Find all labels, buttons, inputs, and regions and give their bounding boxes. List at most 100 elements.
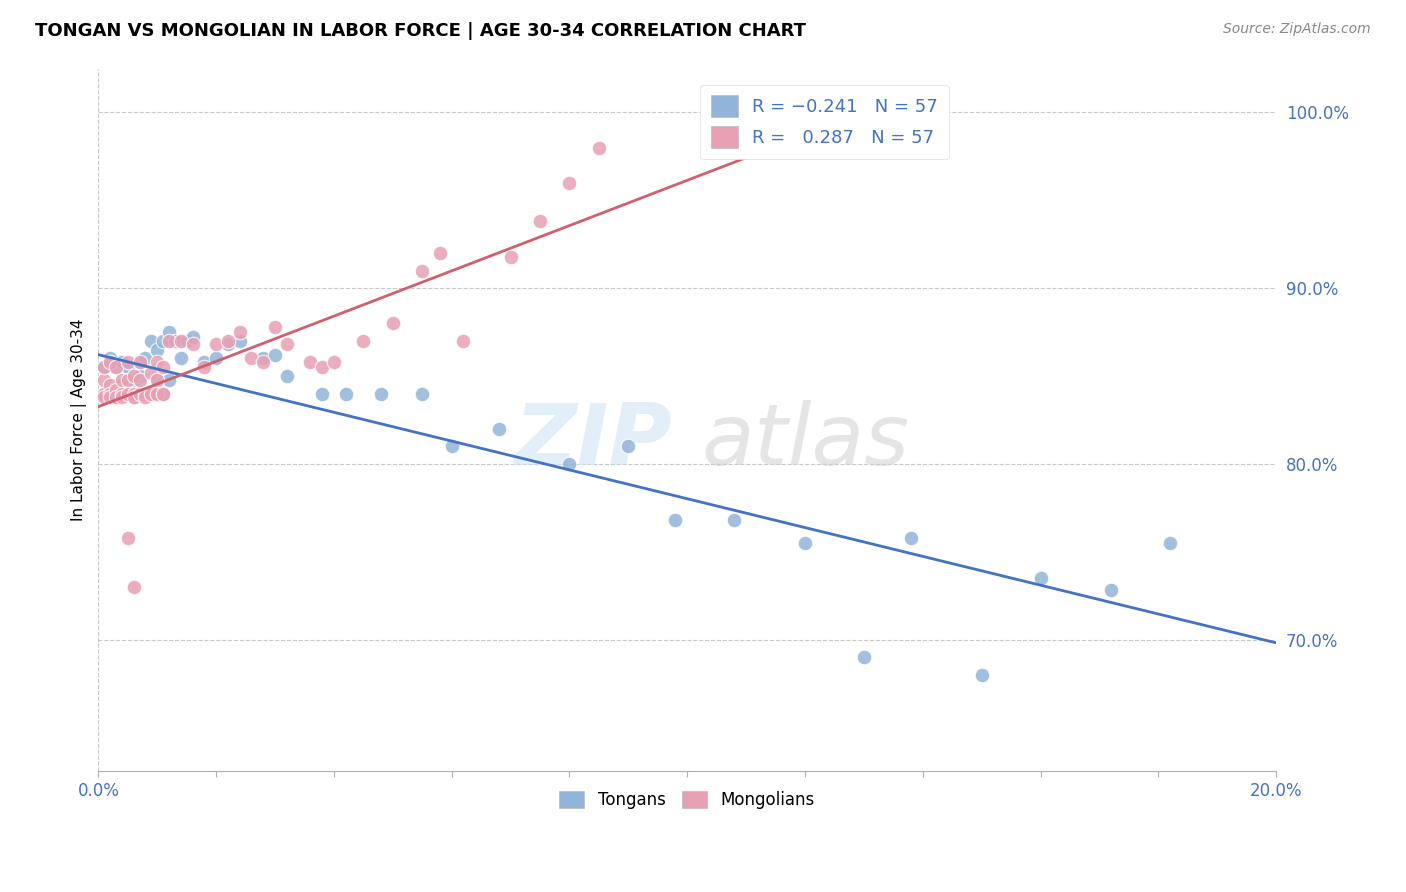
Point (276, 337, 298, 351)
Point (558, 176, 581, 190)
Point (900, 531, 922, 545)
Point (429, 246, 451, 260)
Point (105, 390, 128, 404)
Point (117, 360, 139, 375)
Point (228, 325, 250, 339)
Point (111, 386, 134, 401)
Point (157, 372, 180, 386)
Point (146, 355, 169, 369)
Point (1029, 571, 1052, 585)
Point (128, 372, 150, 386)
Point (152, 386, 174, 401)
Point (157, 334, 180, 348)
Point (176, 334, 198, 348)
Point (93, 386, 115, 401)
Point (111, 377, 134, 392)
Point (411, 263, 433, 277)
Point (252, 355, 274, 369)
Point (105, 360, 128, 375)
Point (181, 330, 204, 344)
Text: TONGAN VS MONGOLIAN IN LABOR FORCE | AGE 30-34 CORRELATION CHART: TONGAN VS MONGOLIAN IN LABOR FORCE | AGE… (35, 22, 806, 40)
Point (370, 386, 392, 401)
Point (193, 360, 215, 375)
Point (335, 386, 357, 401)
Point (411, 386, 433, 401)
Point (134, 351, 156, 366)
Point (146, 343, 169, 357)
Point (1099, 583, 1122, 598)
Point (217, 334, 239, 348)
Point (122, 390, 145, 404)
Point (117, 531, 139, 545)
Point (193, 355, 215, 369)
Point (98, 377, 121, 392)
Text: ZIP: ZIP (515, 400, 672, 483)
Point (105, 360, 128, 375)
Point (146, 372, 169, 386)
Point (252, 351, 274, 366)
Point (117, 355, 139, 369)
Point (381, 316, 404, 330)
Point (141, 334, 163, 348)
Point (488, 422, 510, 436)
Point (152, 386, 174, 401)
Point (111, 390, 134, 404)
Point (529, 214, 551, 228)
Text: atlas: atlas (702, 400, 910, 483)
Point (311, 386, 333, 401)
Point (105, 383, 128, 397)
Point (117, 372, 139, 386)
Point (152, 360, 174, 375)
Point (264, 348, 287, 362)
Point (322, 355, 344, 369)
Point (98, 390, 121, 404)
Point (128, 355, 150, 369)
Point (217, 337, 239, 351)
Point (276, 369, 298, 384)
Y-axis label: In Labor Force | Age 30-34: In Labor Force | Age 30-34 (72, 318, 87, 521)
Point (228, 334, 250, 348)
Point (93, 390, 115, 404)
Point (93, 360, 115, 375)
Point (117, 386, 139, 401)
Point (163, 334, 186, 348)
Text: Source: ZipAtlas.com: Source: ZipAtlas.com (1223, 22, 1371, 37)
Point (664, 513, 686, 527)
Point (146, 386, 169, 401)
Point (558, 457, 581, 471)
Point (122, 369, 145, 384)
Point (170, 351, 193, 366)
Point (128, 355, 150, 369)
Point (970, 667, 993, 681)
Point (141, 386, 163, 401)
Point (453, 334, 475, 348)
Point (93, 360, 115, 375)
Legend: Tongans, Mongolians: Tongans, Mongolians (553, 784, 821, 816)
Point (117, 372, 139, 386)
Point (299, 355, 322, 369)
Point (122, 390, 145, 404)
Point (128, 386, 150, 401)
Point (122, 386, 145, 401)
Point (134, 386, 156, 401)
Point (1159, 536, 1181, 550)
Point (146, 372, 169, 386)
Point (117, 386, 139, 401)
Point (98, 386, 121, 401)
Point (93, 386, 115, 401)
Point (240, 351, 263, 366)
Point (105, 386, 128, 401)
Point (157, 325, 180, 339)
Point (264, 319, 287, 334)
Point (588, 140, 610, 154)
Point (122, 372, 145, 386)
Point (311, 360, 333, 375)
Point (111, 386, 134, 401)
Point (794, 536, 817, 550)
Point (93, 372, 115, 386)
Point (723, 513, 745, 527)
Point (98, 351, 121, 366)
Point (128, 369, 150, 384)
Point (122, 386, 145, 401)
Point (170, 334, 193, 348)
